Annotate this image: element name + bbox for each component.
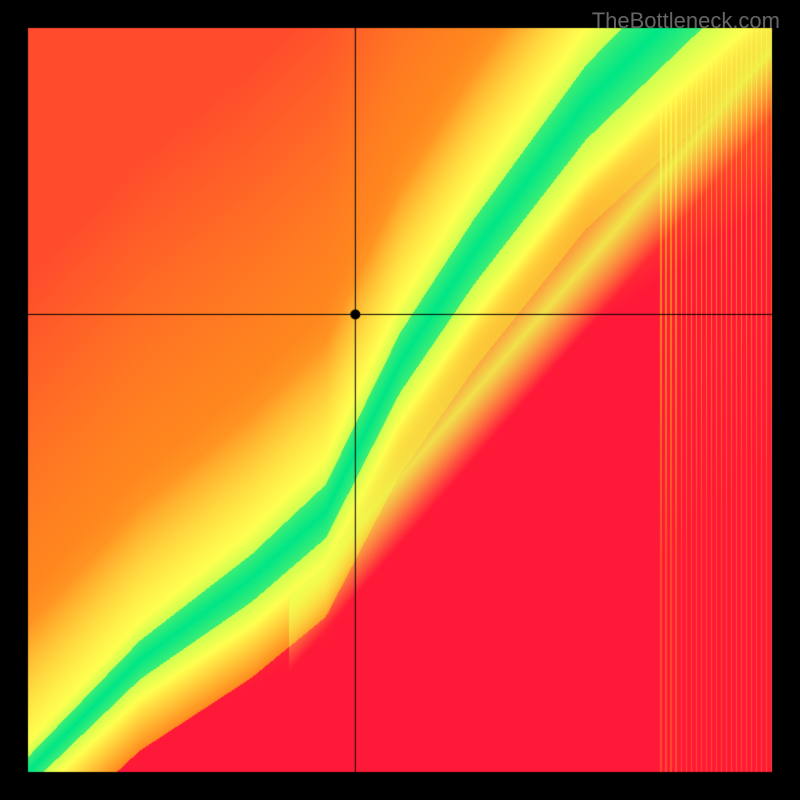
bottleneck-heatmap xyxy=(0,0,800,800)
watermark-text: TheBottleneck.com xyxy=(592,8,780,34)
